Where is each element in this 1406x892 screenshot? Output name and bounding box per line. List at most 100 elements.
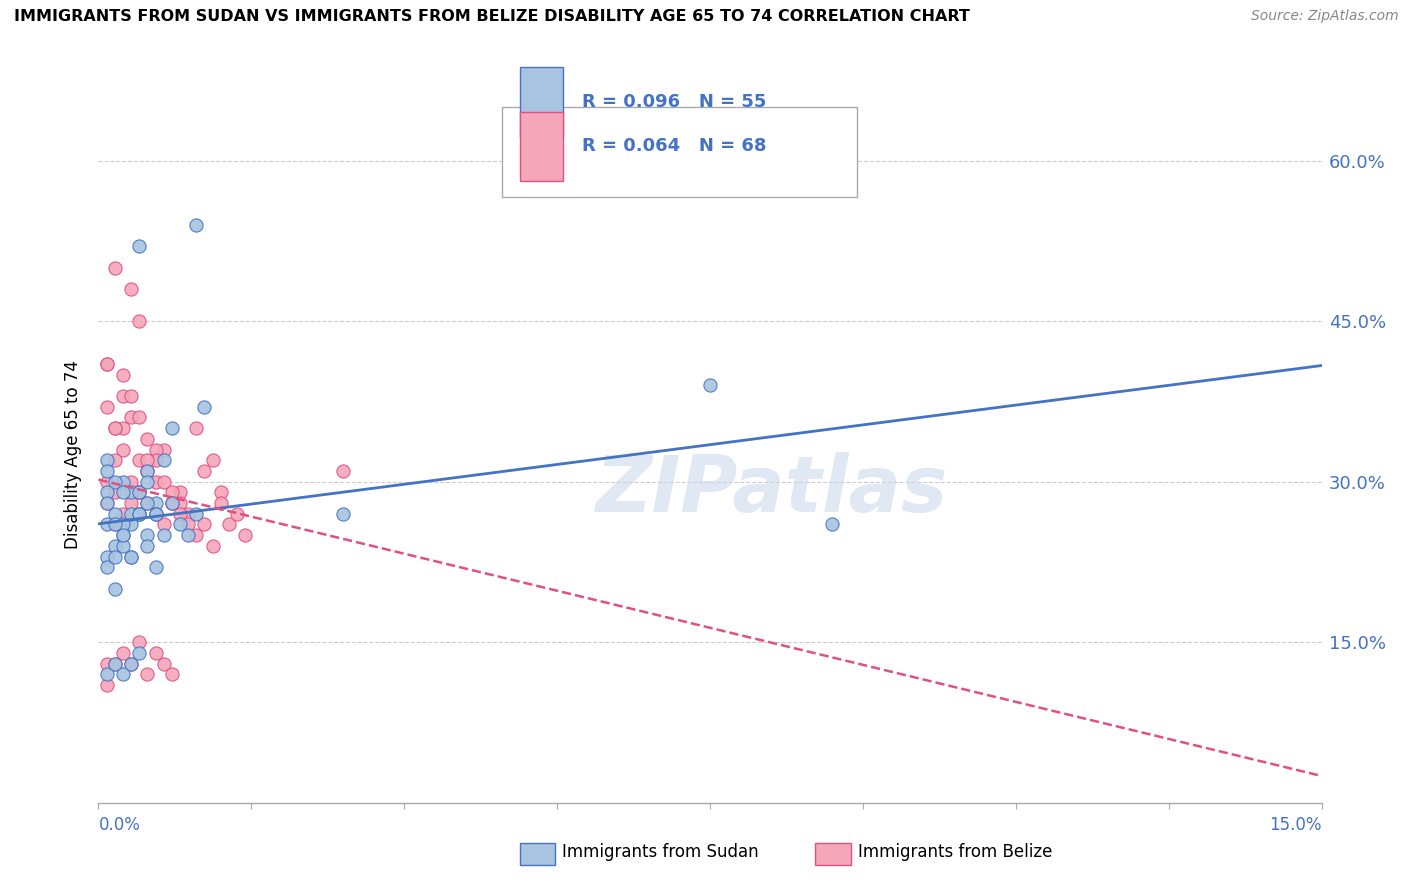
Point — [128, 485, 150, 500]
Point — [120, 282, 142, 296]
Point — [96, 657, 118, 671]
Point — [128, 635, 150, 649]
Text: ZIPatlas: ZIPatlas — [595, 451, 948, 528]
Point — [104, 517, 127, 532]
Point — [120, 657, 142, 671]
Point — [128, 507, 150, 521]
Point — [128, 507, 150, 521]
Point — [233, 528, 256, 542]
Point — [111, 485, 134, 500]
Point — [160, 496, 183, 510]
Point — [104, 657, 127, 671]
Point — [104, 582, 127, 596]
Point — [104, 507, 127, 521]
FancyBboxPatch shape — [502, 107, 856, 197]
Point — [128, 485, 150, 500]
Point — [136, 667, 159, 681]
Point — [226, 507, 249, 521]
Point — [120, 410, 142, 425]
Point — [128, 239, 150, 253]
Point — [111, 475, 134, 489]
Point — [96, 496, 118, 510]
Point — [145, 507, 167, 521]
Point — [201, 539, 224, 553]
Point — [218, 517, 240, 532]
Point — [136, 464, 159, 478]
Point — [96, 475, 118, 489]
Point — [160, 485, 183, 500]
Point — [169, 517, 191, 532]
Point — [152, 657, 174, 671]
Point — [160, 496, 183, 510]
Point — [120, 389, 142, 403]
Point — [136, 528, 159, 542]
Point — [136, 475, 159, 489]
Point — [136, 453, 159, 467]
Point — [104, 485, 127, 500]
Point — [193, 517, 215, 532]
Point — [145, 442, 167, 457]
Point — [209, 496, 232, 510]
Point — [152, 453, 174, 467]
Point — [120, 507, 142, 521]
Point — [152, 475, 174, 489]
Text: R = 0.064   N = 68: R = 0.064 N = 68 — [582, 137, 766, 155]
Point — [332, 464, 354, 478]
Point — [104, 657, 127, 671]
Point — [111, 528, 134, 542]
Point — [96, 549, 118, 564]
Point — [104, 421, 127, 435]
FancyBboxPatch shape — [520, 67, 564, 136]
Point — [128, 453, 150, 467]
Point — [136, 539, 159, 553]
Point — [145, 496, 167, 510]
Point — [96, 357, 118, 371]
Point — [332, 507, 354, 521]
Point — [120, 475, 142, 489]
Point — [145, 560, 167, 574]
Point — [128, 646, 150, 660]
Point — [111, 421, 134, 435]
Point — [128, 410, 150, 425]
Point — [145, 507, 167, 521]
Text: 15.0%: 15.0% — [1270, 816, 1322, 834]
Point — [96, 517, 118, 532]
Point — [177, 528, 200, 542]
Point — [186, 218, 208, 232]
Text: Source: ZipAtlas.com: Source: ZipAtlas.com — [1251, 9, 1399, 23]
Point — [169, 496, 191, 510]
Point — [111, 368, 134, 382]
FancyBboxPatch shape — [520, 112, 564, 181]
Point — [104, 549, 127, 564]
Point — [209, 485, 232, 500]
Point — [128, 485, 150, 500]
Point — [104, 517, 127, 532]
Text: IMMIGRANTS FROM SUDAN VS IMMIGRANTS FROM BELIZE DISABILITY AGE 65 TO 74 CORRELAT: IMMIGRANTS FROM SUDAN VS IMMIGRANTS FROM… — [14, 9, 970, 24]
Point — [111, 442, 134, 457]
Point — [145, 646, 167, 660]
Point — [169, 507, 191, 521]
Point — [96, 453, 118, 467]
Point — [111, 646, 134, 660]
Point — [136, 464, 159, 478]
Point — [145, 453, 167, 467]
Point — [120, 549, 142, 564]
Point — [136, 496, 159, 510]
Point — [145, 475, 167, 489]
Point — [152, 442, 174, 457]
Point — [120, 517, 142, 532]
Point — [193, 464, 215, 478]
Point — [160, 421, 183, 435]
Point — [152, 517, 174, 532]
Point — [111, 389, 134, 403]
Point — [177, 507, 200, 521]
Point — [104, 539, 127, 553]
Point — [699, 378, 721, 392]
Point — [186, 528, 208, 542]
Point — [96, 464, 118, 478]
Point — [169, 485, 191, 500]
Point — [186, 507, 208, 521]
Point — [104, 453, 127, 467]
Text: Immigrants from Belize: Immigrants from Belize — [858, 843, 1052, 861]
Point — [120, 496, 142, 510]
